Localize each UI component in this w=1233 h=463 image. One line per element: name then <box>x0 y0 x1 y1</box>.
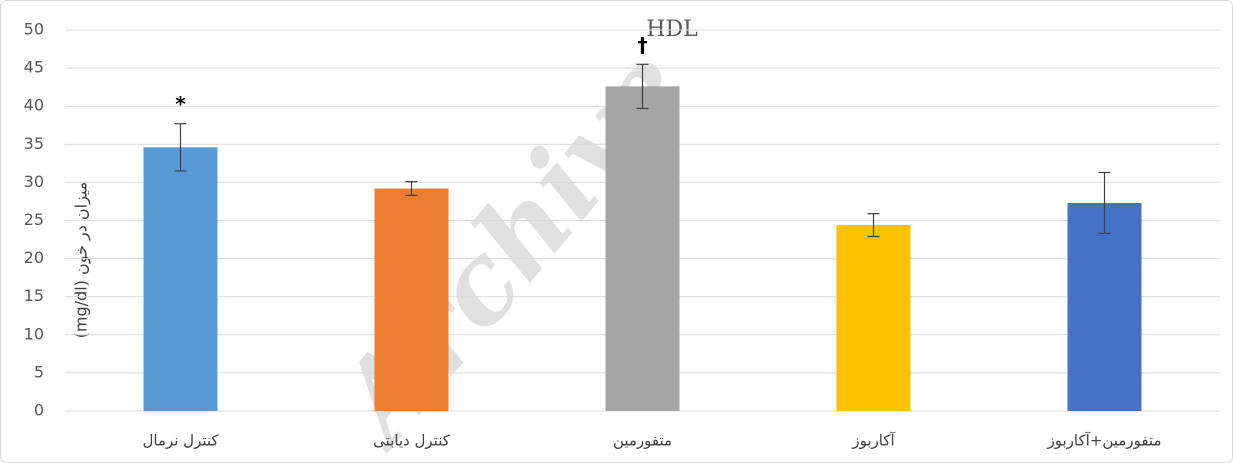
error-bar <box>1098 171 1111 235</box>
annotation: * <box>175 92 186 116</box>
y-tick-label: 30 <box>24 172 44 191</box>
error-bar <box>405 181 418 196</box>
y-tick-label: 35 <box>24 134 44 153</box>
y-tick-label: 45 <box>24 58 44 77</box>
bar <box>1067 202 1142 411</box>
y-tick-label: 0 <box>34 401 44 420</box>
y-tick-label: 50 <box>24 20 44 39</box>
y-tick-label: 40 <box>24 96 44 115</box>
bar <box>836 225 911 411</box>
y-tick-label: 10 <box>24 324 44 343</box>
y-axis-label: میزان در خون (mg/dl) <box>72 182 92 339</box>
error-bar <box>867 213 880 238</box>
x-tick-label: متفورمین <box>613 432 672 450</box>
error-bar <box>636 63 649 110</box>
y-tick-label: 25 <box>24 210 44 229</box>
annotation: † <box>638 33 648 57</box>
bar <box>374 188 449 411</box>
x-tick-label: کنترل دیابتی <box>373 432 451 450</box>
y-tick-label: 15 <box>24 286 44 305</box>
y-tick-label: 20 <box>24 248 44 267</box>
y-tick-label: 5 <box>34 362 44 381</box>
bar <box>605 86 680 411</box>
bar <box>143 147 218 411</box>
x-tick-label: آکاربوز <box>851 432 895 450</box>
error-bar <box>174 123 187 172</box>
x-tick-label: کنترل نرمال <box>142 432 219 450</box>
x-tick-label: متفورمین+آکاربوز <box>1047 432 1162 450</box>
